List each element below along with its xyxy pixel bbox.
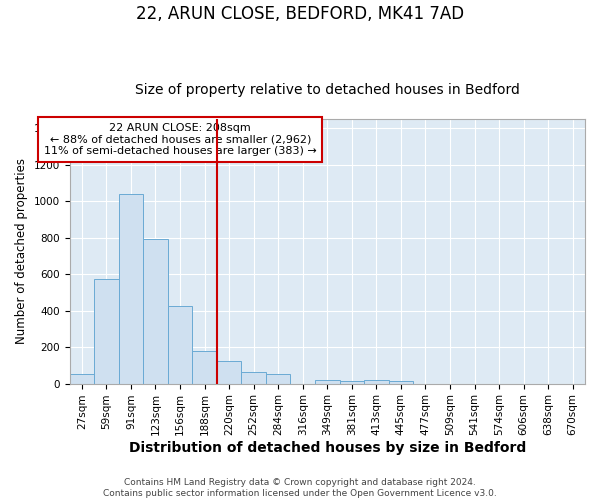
Bar — [217, 361, 241, 384]
Bar — [340, 381, 364, 384]
Bar — [266, 374, 290, 384]
Bar — [364, 380, 389, 384]
Bar — [168, 306, 192, 384]
Title: Size of property relative to detached houses in Bedford: Size of property relative to detached ho… — [135, 83, 520, 97]
Bar — [389, 381, 413, 384]
Text: Contains HM Land Registry data © Crown copyright and database right 2024.
Contai: Contains HM Land Registry data © Crown c… — [103, 478, 497, 498]
Bar — [192, 351, 217, 384]
Text: 22, ARUN CLOSE, BEDFORD, MK41 7AD: 22, ARUN CLOSE, BEDFORD, MK41 7AD — [136, 5, 464, 23]
Bar — [94, 278, 119, 384]
Bar — [119, 194, 143, 384]
Bar — [143, 240, 168, 384]
X-axis label: Distribution of detached houses by size in Bedford: Distribution of detached houses by size … — [128, 441, 526, 455]
Text: 22 ARUN CLOSE: 208sqm
← 88% of detached houses are smaller (2,962)
11% of semi-d: 22 ARUN CLOSE: 208sqm ← 88% of detached … — [44, 123, 317, 156]
Bar — [241, 372, 266, 384]
Bar — [315, 380, 340, 384]
Y-axis label: Number of detached properties: Number of detached properties — [15, 158, 28, 344]
Bar — [70, 374, 94, 384]
